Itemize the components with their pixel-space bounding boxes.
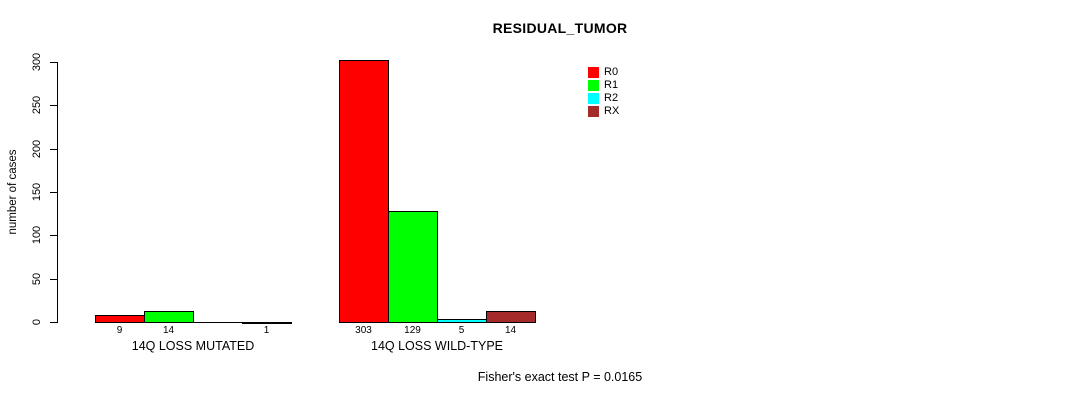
y-axis-tick	[50, 149, 57, 150]
bar-r2-group2	[437, 319, 487, 323]
y-axis-tick-label: 300	[31, 52, 43, 72]
y-axis-tick	[50, 105, 57, 106]
legend-label-r1: R1	[604, 79, 619, 91]
bar-rx-group1	[242, 322, 292, 324]
y-axis-tick-label: 0	[31, 318, 43, 326]
y-axis-tick-label: 150	[31, 182, 43, 202]
bar-value-label: 14	[162, 325, 175, 336]
legend-item-r0: R0	[588, 66, 648, 80]
legend-label-rx: RX	[604, 105, 620, 117]
y-axis-line	[57, 62, 58, 323]
x-axis-category-label: 14Q LOSS WILD-TYPE	[371, 339, 503, 353]
legend-item-r1: R1	[588, 79, 648, 93]
legend-item-rx: RX	[588, 105, 648, 119]
bar-r1-group1	[144, 311, 194, 323]
legend-item-r2: R2	[588, 92, 648, 106]
legend-swatch-rx	[588, 106, 599, 117]
legend-label-r2: R2	[604, 92, 619, 104]
y-axis-tick	[50, 322, 57, 323]
y-axis-tick-label: 50	[31, 272, 43, 286]
bar-value-label: 303	[355, 325, 372, 336]
bar-r1-group2	[388, 211, 438, 323]
fisher-test-annotation: Fisher's exact test P = 0.0165	[477, 370, 643, 384]
chart-title: RESIDUAL_TUMOR	[492, 20, 628, 36]
legend-label-r0: R0	[604, 66, 619, 78]
bar-value-label: 129	[404, 325, 421, 336]
legend-swatch-r0	[588, 67, 599, 78]
y-axis-tick-label: 100	[31, 225, 43, 245]
bar-r0-group1	[95, 315, 145, 323]
bar-rx-group2	[486, 311, 536, 323]
bar-value-label: 14	[504, 325, 517, 336]
y-axis-tick	[50, 235, 57, 236]
y-axis-tick-label: 250	[31, 95, 43, 115]
y-axis-tick	[50, 279, 57, 280]
y-axis-tick	[50, 62, 57, 63]
legend-swatch-r2	[588, 93, 599, 104]
legend: R0 R1 R2 RX	[588, 66, 648, 122]
bar-value-label: 9	[116, 325, 123, 336]
bar-value-label: 1	[263, 325, 270, 336]
legend-swatch-r1	[588, 80, 599, 91]
y-axis-tick-label: 200	[31, 139, 43, 159]
x-axis-category-label: 14Q LOSS MUTATED	[131, 339, 255, 353]
bar-value-label: 5	[458, 325, 465, 336]
y-axis-tick	[50, 192, 57, 193]
bar-r0-group2	[339, 60, 389, 323]
